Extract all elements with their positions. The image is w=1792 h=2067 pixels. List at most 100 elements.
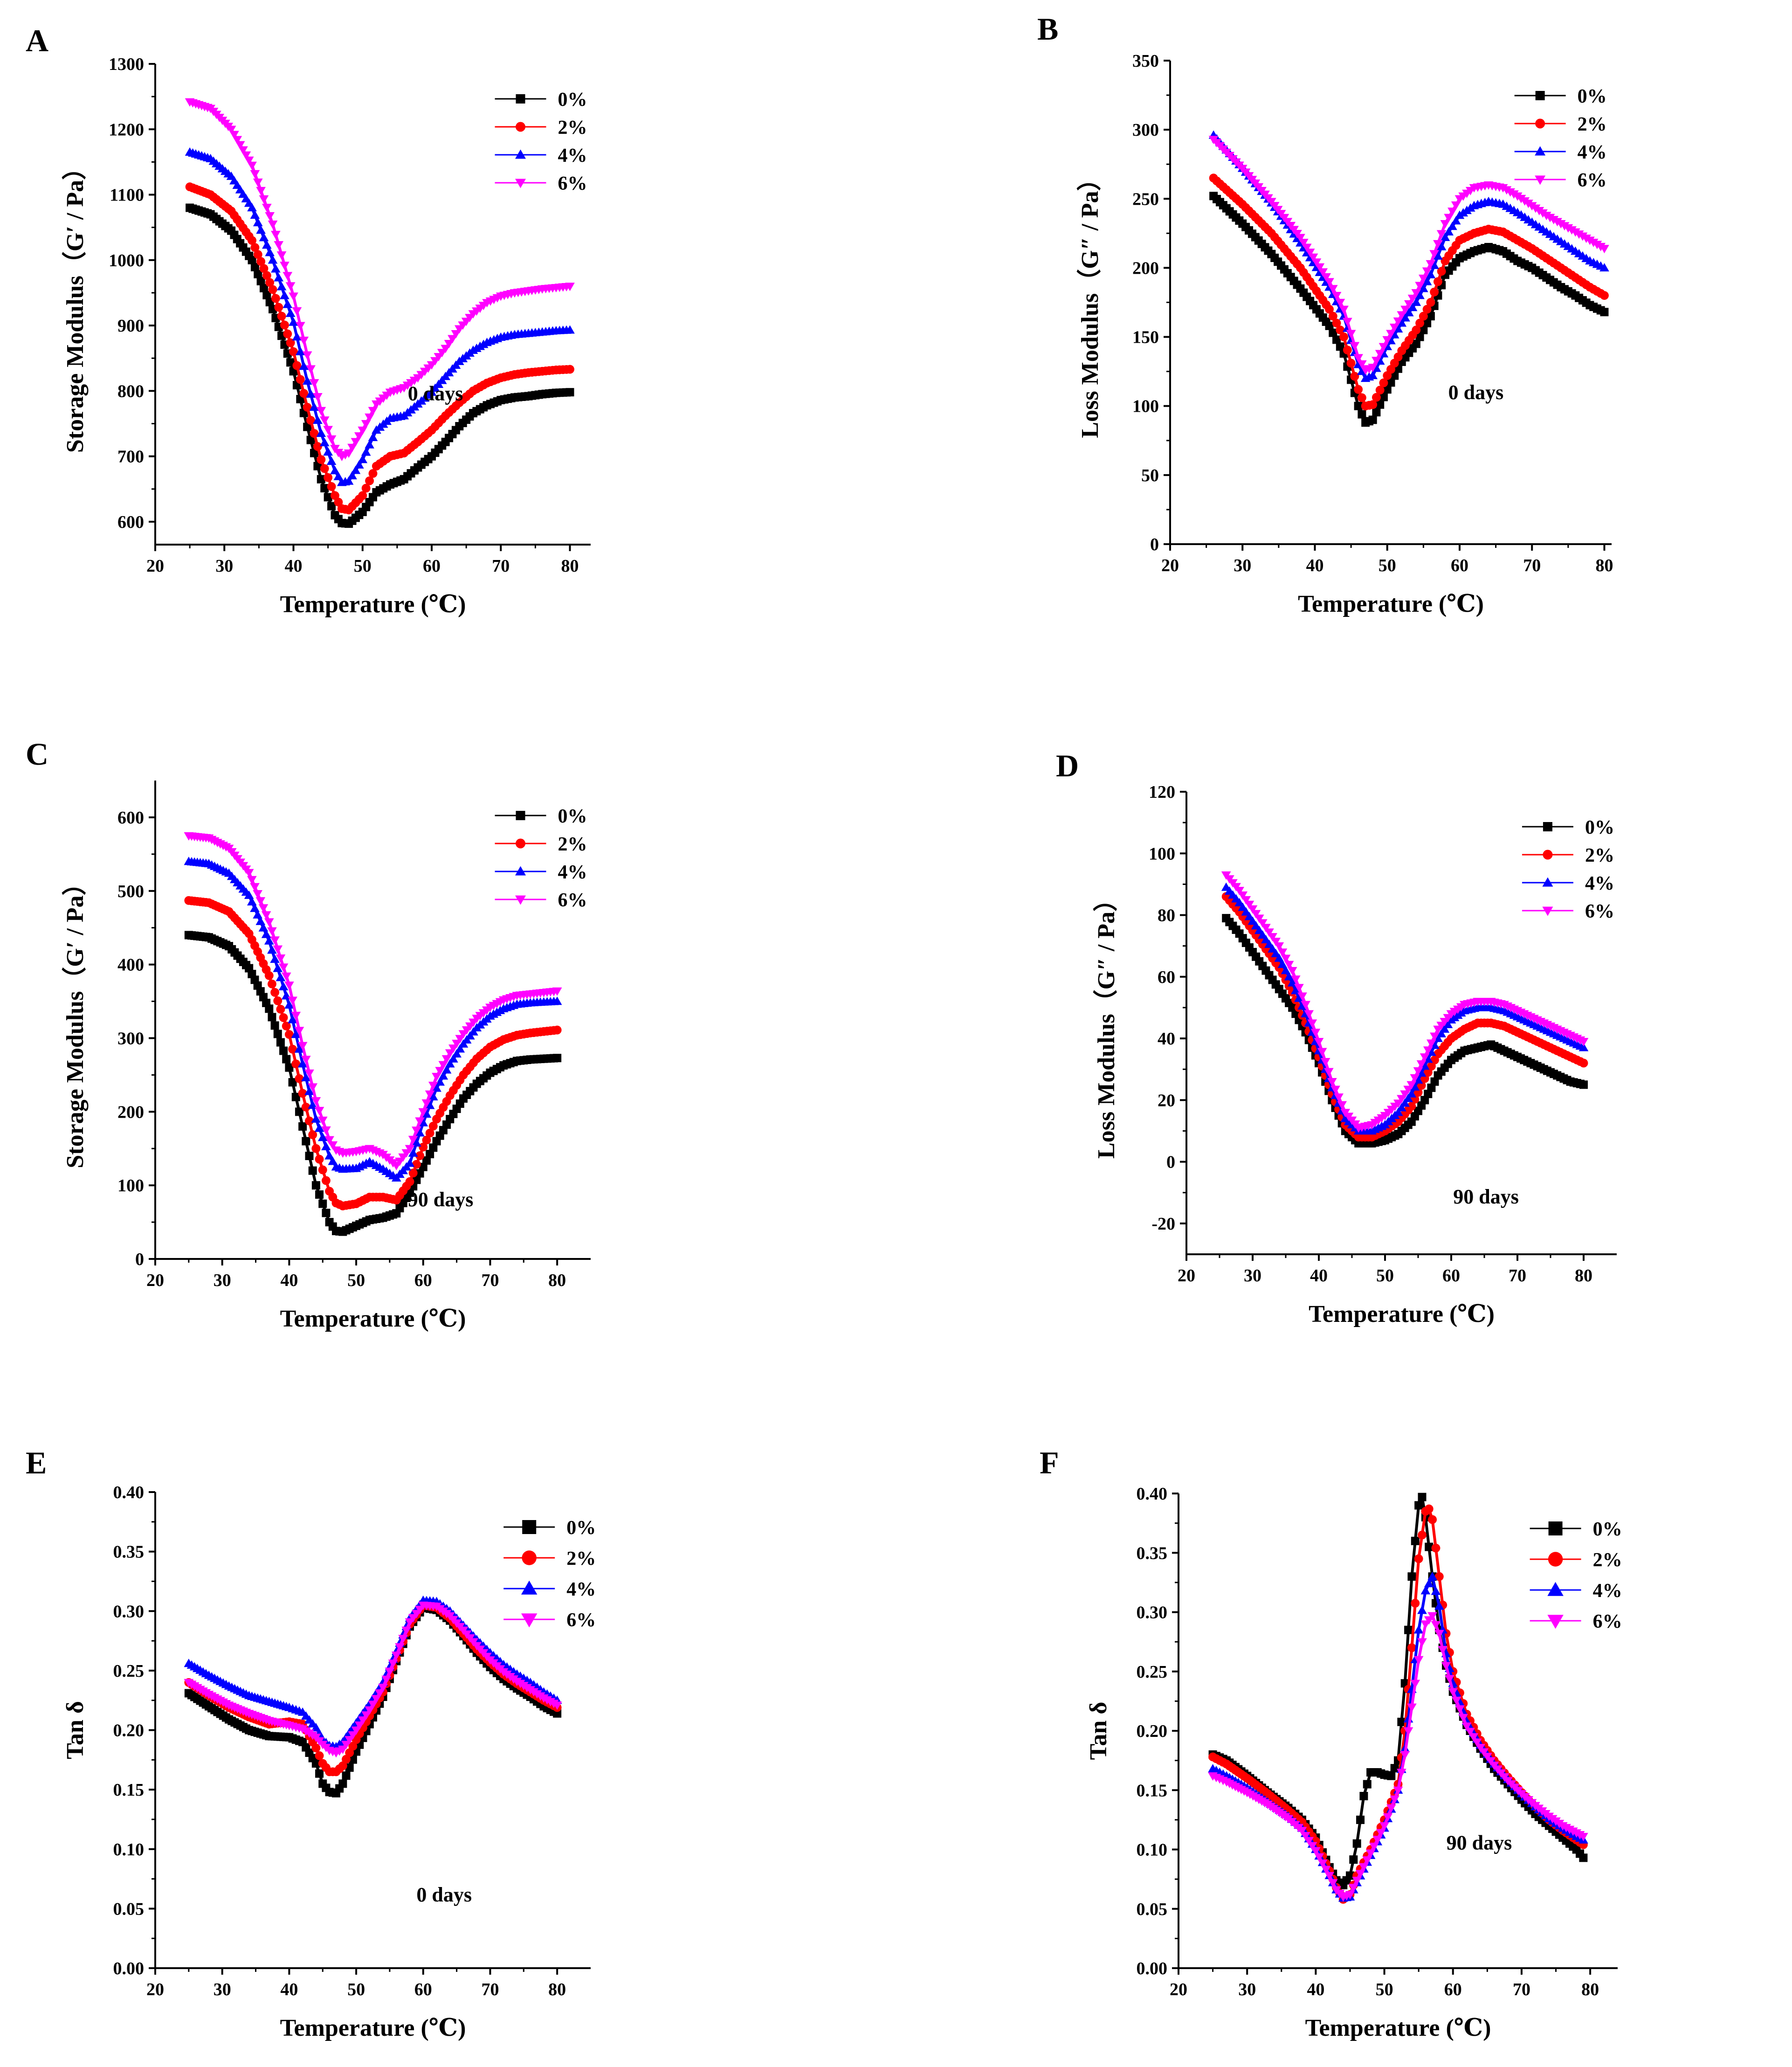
legend-label: 6% bbox=[1593, 1611, 1622, 1632]
data-point bbox=[1472, 1738, 1482, 1747]
data-point bbox=[250, 170, 260, 179]
data-point bbox=[1372, 1836, 1383, 1845]
data-point bbox=[284, 1000, 294, 1009]
data-point bbox=[1400, 1098, 1410, 1107]
y-axis-title: Tan δ bbox=[1085, 1702, 1112, 1760]
annotation-days: 0 days bbox=[408, 382, 463, 405]
data-point bbox=[1410, 1680, 1420, 1688]
panel-label: A bbox=[26, 23, 48, 58]
data-point bbox=[348, 1742, 358, 1751]
data-point bbox=[1433, 251, 1443, 260]
x-tick-label: 40 bbox=[1307, 1980, 1324, 1999]
x-tick-label: 30 bbox=[1238, 1980, 1256, 1999]
data-point bbox=[448, 1044, 458, 1053]
data-point bbox=[1332, 335, 1341, 344]
data-point bbox=[1352, 1877, 1362, 1886]
legend-label: 2% bbox=[558, 834, 587, 855]
legend: 0% 2% 4% 6% bbox=[1522, 817, 1614, 922]
y-tick-label: 0.15 bbox=[113, 1780, 145, 1800]
legend-marker-icon bbox=[1535, 91, 1545, 100]
data-point bbox=[261, 911, 271, 920]
data-point bbox=[324, 1136, 334, 1145]
data-point bbox=[330, 466, 340, 475]
data-point bbox=[292, 332, 302, 341]
data-point bbox=[1419, 325, 1428, 334]
data-point bbox=[1451, 201, 1461, 210]
y-tick-label: 0.10 bbox=[1137, 1840, 1168, 1860]
data-point bbox=[1411, 1536, 1420, 1545]
data-point bbox=[270, 988, 280, 997]
data-point bbox=[306, 389, 316, 398]
data-point bbox=[285, 282, 296, 291]
data-point bbox=[1320, 1058, 1330, 1067]
data-point bbox=[235, 141, 245, 150]
data-point bbox=[306, 365, 316, 374]
data-point bbox=[415, 1128, 425, 1137]
data-point bbox=[1241, 896, 1251, 905]
data-point bbox=[309, 379, 319, 388]
data-point bbox=[1372, 357, 1381, 366]
data-point bbox=[271, 294, 280, 303]
data-point bbox=[1418, 1493, 1427, 1501]
x-tick-label: 50 bbox=[347, 1980, 365, 1999]
data-point bbox=[1599, 245, 1609, 254]
data-point bbox=[317, 1116, 328, 1125]
data-point bbox=[1427, 1039, 1436, 1048]
legend-label: 0% bbox=[558, 89, 587, 111]
y-tick-label: 150 bbox=[1132, 328, 1159, 347]
data-point bbox=[278, 982, 289, 990]
data-point bbox=[1578, 1043, 1589, 1051]
data-point bbox=[308, 1083, 318, 1092]
data-point bbox=[317, 1133, 328, 1141]
data-point bbox=[429, 1143, 438, 1152]
data-point bbox=[1482, 1753, 1492, 1762]
legend-marker-icon bbox=[522, 1550, 537, 1565]
data-point bbox=[311, 1723, 321, 1732]
y-axis-title: Tan δ bbox=[62, 1701, 89, 1759]
data-point bbox=[267, 979, 276, 989]
legend-label: 4% bbox=[558, 862, 587, 883]
data-point bbox=[1422, 267, 1432, 276]
data-point bbox=[259, 264, 269, 273]
data-point bbox=[432, 1072, 441, 1081]
data-point bbox=[1328, 285, 1338, 294]
data-point bbox=[226, 125, 236, 134]
x-axis-title: Temperature (℃) bbox=[280, 2015, 466, 2041]
data-point bbox=[1403, 1093, 1413, 1102]
data-point bbox=[361, 1711, 371, 1720]
data-point bbox=[552, 996, 562, 1005]
data-point bbox=[1318, 268, 1328, 277]
data-point bbox=[1424, 1504, 1434, 1514]
data-point bbox=[1332, 318, 1341, 328]
data-point bbox=[321, 1176, 331, 1185]
data-point bbox=[250, 243, 260, 252]
data-point bbox=[361, 447, 371, 456]
data-point bbox=[250, 883, 260, 892]
data-point bbox=[291, 1092, 300, 1101]
data-point bbox=[1355, 1870, 1365, 1879]
chart-panel-C: C 20 30 40 50 60 70 80 0 100 200 300 400 500 600 Temper… bbox=[26, 736, 591, 1332]
y-tick-label: 350 bbox=[1132, 51, 1159, 71]
data-point bbox=[432, 1083, 441, 1092]
x-tick-label: 60 bbox=[1451, 556, 1468, 575]
y-tick-label: 300 bbox=[1132, 120, 1159, 140]
data-point bbox=[425, 1100, 435, 1109]
data-point bbox=[256, 187, 266, 195]
data-point bbox=[1420, 1053, 1430, 1062]
legend-label: 0% bbox=[1593, 1519, 1622, 1540]
data-point bbox=[1393, 324, 1403, 333]
data-point bbox=[291, 1059, 301, 1069]
data-point bbox=[292, 361, 302, 370]
legend-marker-icon bbox=[1548, 1521, 1563, 1535]
legend-marker-icon bbox=[515, 179, 526, 188]
data-point bbox=[1579, 1080, 1588, 1089]
x-tick-label: 60 bbox=[414, 1271, 432, 1290]
data-point bbox=[247, 203, 257, 212]
y-tick-label: 500 bbox=[117, 882, 144, 901]
data-point bbox=[1415, 282, 1425, 290]
x-tick-label: 80 bbox=[1595, 556, 1613, 575]
y-tick-label: 80 bbox=[1158, 906, 1175, 926]
data-point bbox=[283, 272, 293, 281]
data-point bbox=[315, 1769, 324, 1778]
data-point bbox=[288, 1044, 297, 1054]
